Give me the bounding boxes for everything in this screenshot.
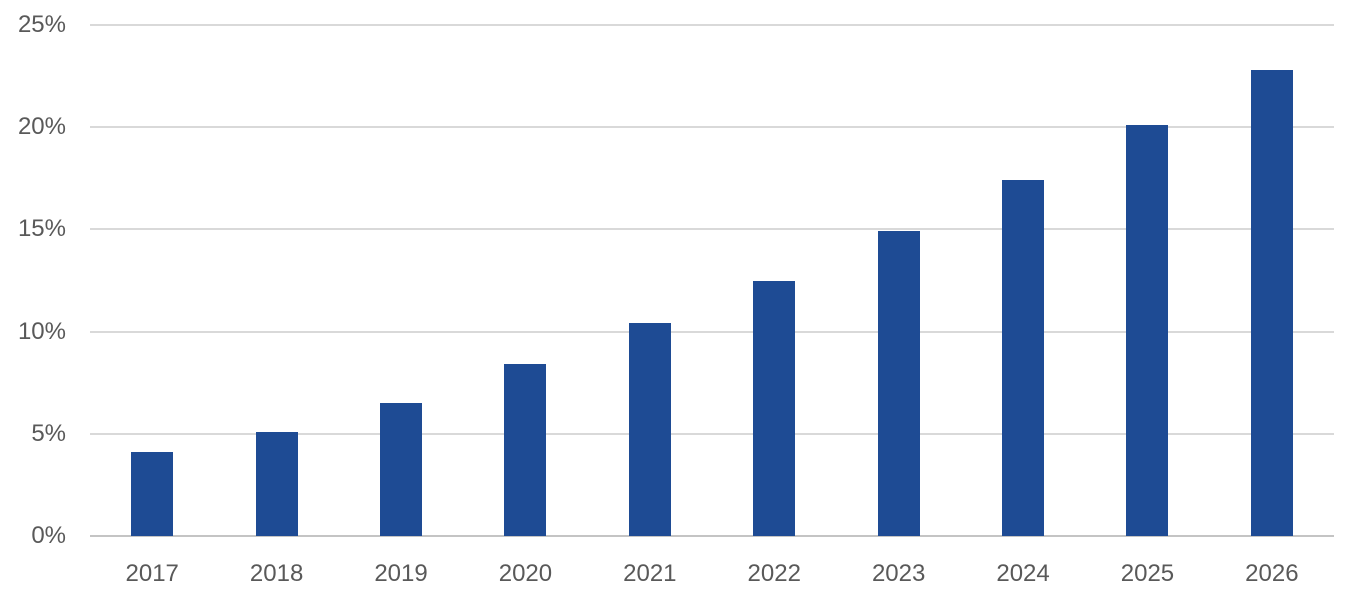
bar-series [90,25,1334,536]
bar-2022 [753,280,796,536]
x-tick-label-2023: 2023 [871,560,926,587]
bar-slot-2017 [90,25,214,536]
x-tick-label-2018: 2018 [249,560,304,587]
bar-2023 [877,231,920,536]
bar-2024 [1002,180,1045,536]
bar-2017 [131,452,174,536]
bar-slot-2023 [836,25,960,536]
bar-slot-2026 [1210,25,1334,536]
bar-slot-2025 [1085,25,1209,536]
x-tick-label-2025: 2025 [1120,560,1175,587]
gridline-20 [90,126,1334,129]
gridline-25 [90,24,1334,26]
gridlines [90,24,1334,537]
x-tick-label-2021: 2021 [623,560,677,587]
x-tick-label-2026: 2026 [1245,560,1299,587]
y-tick-label-20: 20% [17,113,66,141]
y-tick-label-25: 25% [17,11,66,39]
y-tick-label-10: 10% [17,317,66,345]
bar-2018 [255,431,298,536]
y-tick-label-0: 0% [31,522,66,550]
x-tick-label-2017: 2017 [125,560,179,587]
y-tick-label-5: 5% [31,420,66,447]
bar-2020 [504,364,547,536]
plot-area [90,24,1334,537]
x-tick-label-2020: 2020 [498,560,553,587]
x-tick-label-2022: 2022 [747,560,801,587]
bar-2021 [628,323,671,536]
bar-slot-2022 [712,25,836,536]
x-axis: 2017 2018 2019 2020 2021 2022 2023 2024 2025 2026 [90,560,1334,589]
gridline-0 [90,535,1334,537]
bar-slot-2018 [214,25,338,536]
bar-slot-2020 [463,25,587,536]
bar-slot-2019 [339,25,463,536]
x-tick-label-2019: 2019 [374,560,428,587]
y-axis: 0% 5% 10% 15% 20% 25% [0,0,66,607]
bar-2025 [1126,125,1169,536]
gridline-5 [90,432,1334,435]
bar-2019 [380,403,423,536]
y-tick-label-15: 15% [17,215,66,243]
x-tick-label-2024: 2024 [996,560,1050,587]
bar-slot-2021 [588,25,712,536]
gridline-15 [90,228,1334,231]
gridline-10 [90,330,1334,333]
bar-2026 [1250,69,1293,536]
bar-slot-2024 [961,25,1085,536]
